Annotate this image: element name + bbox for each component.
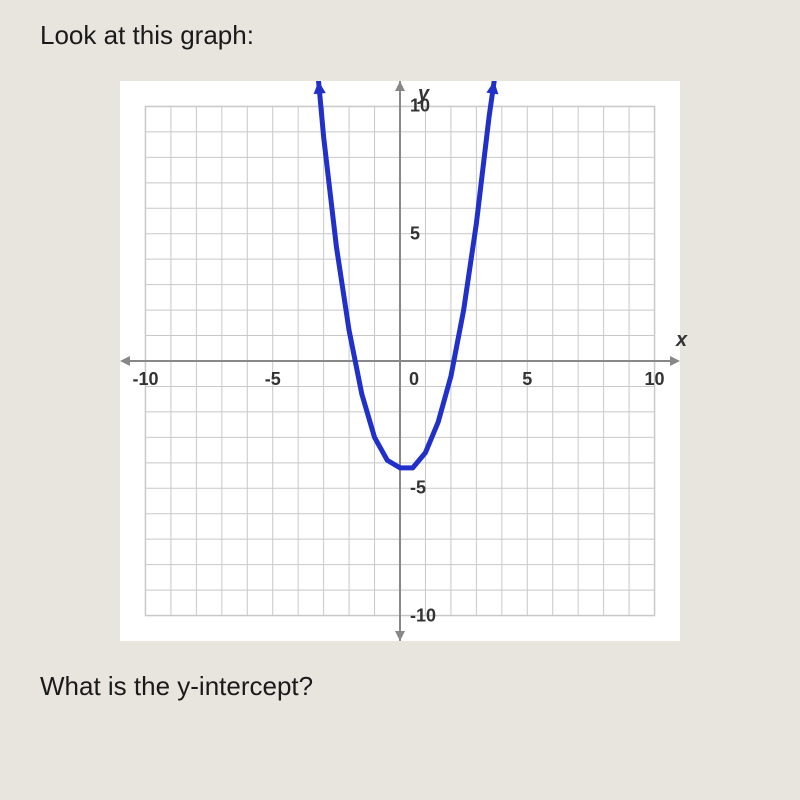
y-tick-label: 10 <box>410 96 430 117</box>
question-text: What is the y-intercept? <box>40 671 760 702</box>
y-tick-label: 5 <box>410 223 420 244</box>
x-axis-label: x <box>676 329 687 352</box>
x-tick-label: -5 <box>265 369 281 390</box>
y-tick-label: -10 <box>410 605 436 626</box>
x-tick-label: 5 <box>522 369 532 390</box>
graph-svg <box>120 81 680 641</box>
x-tick-label: 10 <box>645 369 665 390</box>
x-tick-label: -10 <box>132 369 158 390</box>
y-tick-label: -5 <box>410 478 426 499</box>
graph-area: y x -10-50510105-5-10 <box>120 81 680 641</box>
page-title: Look at this graph: <box>40 20 760 51</box>
x-tick-label: 0 <box>409 369 419 390</box>
